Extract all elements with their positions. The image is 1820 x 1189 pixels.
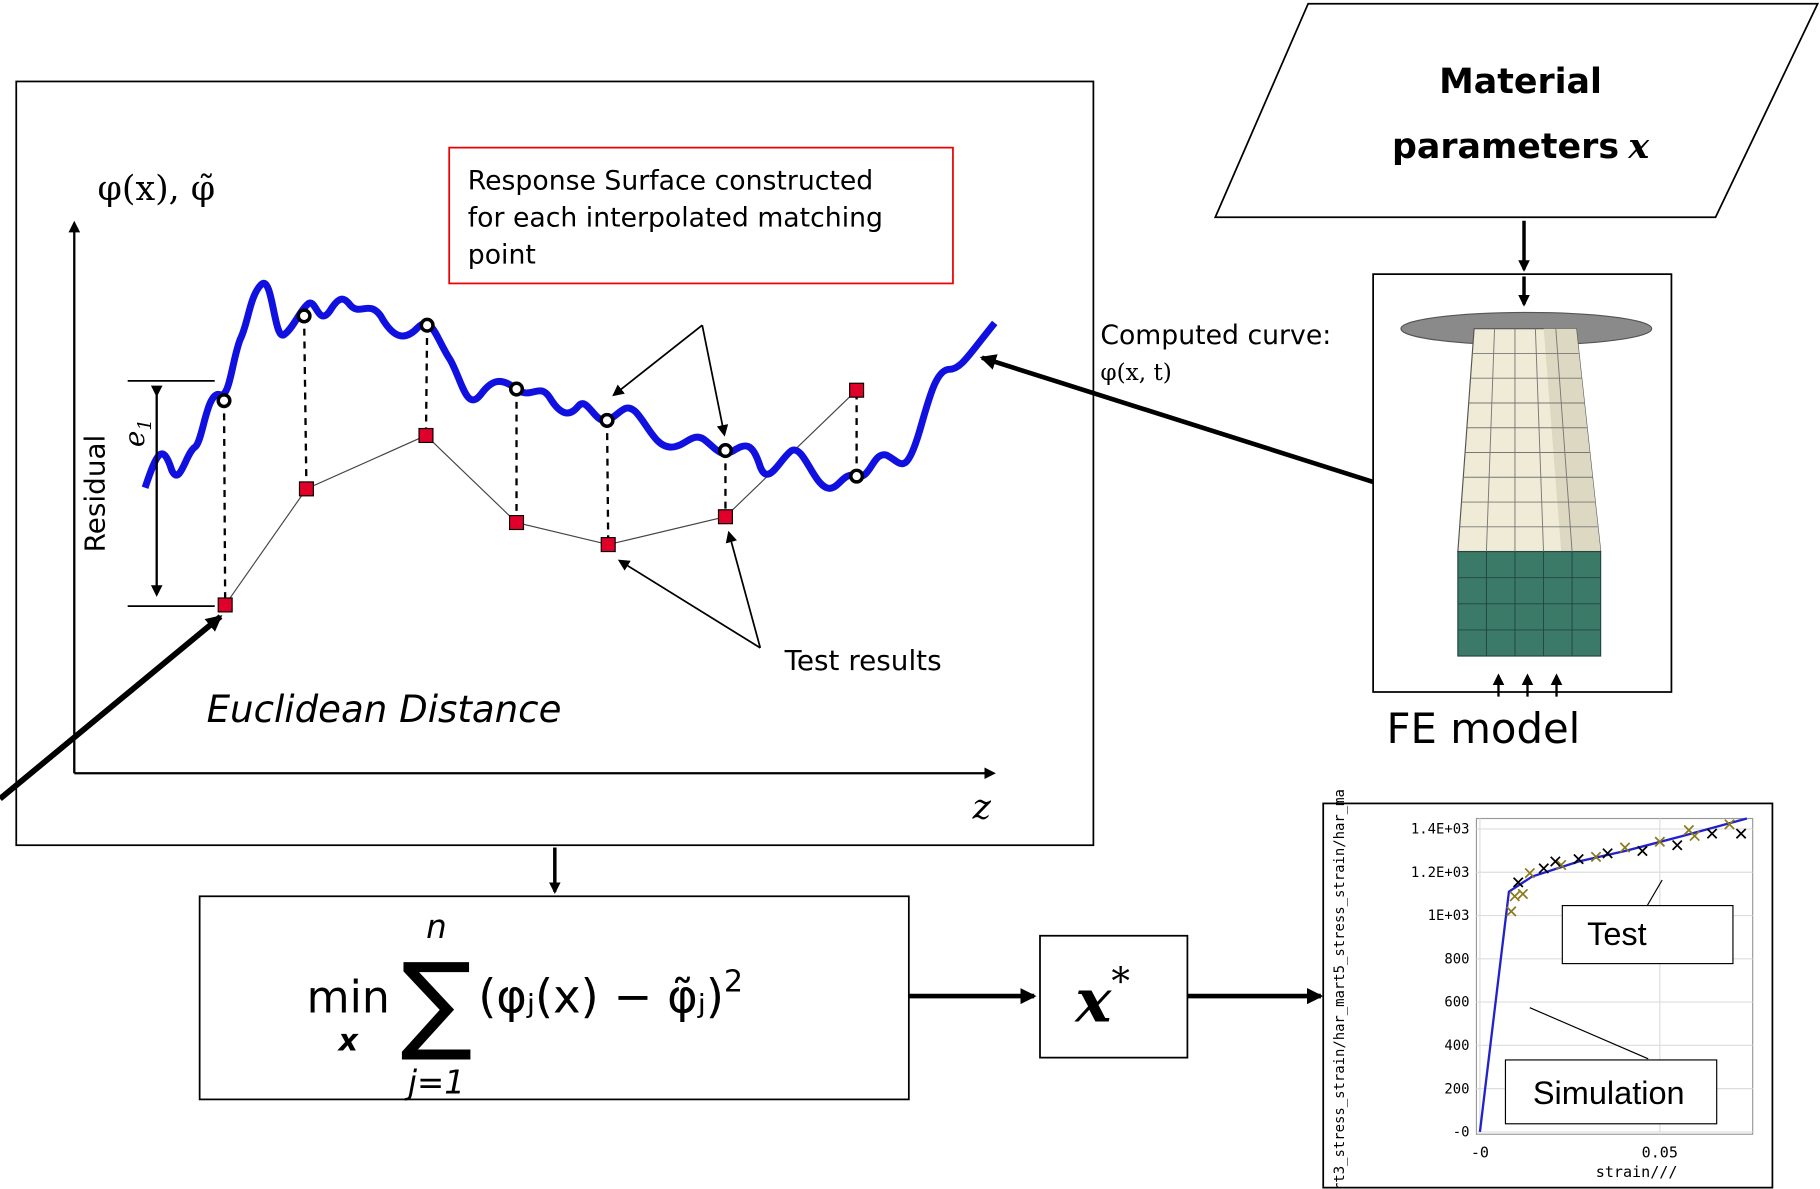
y-tick-label: 600 xyxy=(1444,995,1469,1011)
result-frame xyxy=(1323,803,1772,1187)
term-body: (φⱼ(x) − φ̃ⱼ) xyxy=(478,969,724,1023)
y-tick-label: 800 xyxy=(1444,951,1469,967)
optimum-superscript: * xyxy=(1111,960,1130,1003)
page: { "input": {"line1": "Material", "line2"… xyxy=(0,0,1820,1189)
y-axis-label: φ(x), φ̃ xyxy=(98,169,216,209)
note-line: for each interpolated matching xyxy=(468,203,883,234)
fe-label: FE model xyxy=(1387,704,1581,753)
note-line: point xyxy=(468,240,536,271)
computed-label: Computed curve: xyxy=(1100,320,1331,351)
input-shape xyxy=(1215,4,1817,218)
y-tick-label: 400 xyxy=(1444,1038,1469,1054)
x-tick-label: 0.05 xyxy=(1642,1143,1678,1161)
distance-label: Euclidean Distance xyxy=(207,688,562,731)
term: (φⱼ(x) − φ̃ⱼ)2 xyxy=(478,964,743,1023)
y-tick-label: 200 xyxy=(1444,1081,1469,1097)
test-label: Test xyxy=(1587,916,1647,952)
y-tick-label: 1E+03 xyxy=(1428,908,1470,924)
operator-sub: x xyxy=(336,1024,359,1059)
input-symbol: x xyxy=(1627,126,1650,167)
optimum-symbol: x xyxy=(1073,966,1112,1037)
y-tick-label: 1.4E+03 xyxy=(1411,822,1470,838)
input-label-text: parameters xyxy=(1392,127,1619,167)
x-axis-label: z xyxy=(972,788,992,828)
y-tick-label: -0 xyxy=(1453,1125,1470,1141)
result-y-label: mart3_stress_strain/har_mart5_stress_str… xyxy=(1332,789,1348,1189)
residual-symbol-sub: 1 xyxy=(135,419,156,431)
residual-label: Residual xyxy=(78,435,111,553)
diagram: φ(x), φ̃ Response Surface constructed fo… xyxy=(0,0,1820,1189)
sum-sign: ∑ xyxy=(400,941,472,1065)
sum-upper: n xyxy=(426,908,447,946)
input-label: Material xyxy=(1439,62,1602,102)
operator: min xyxy=(307,972,390,1023)
result-x-label: strain/// xyxy=(1596,1163,1678,1181)
test-results-label: Test results xyxy=(784,644,942,677)
note-line: Response Surface constructed xyxy=(468,165,873,196)
residual-symbol-base: e xyxy=(118,431,151,447)
x-tick-label: -0 xyxy=(1471,1143,1489,1161)
simulation-label: Simulation xyxy=(1533,1075,1685,1111)
y-tick-label: 1.2E+03 xyxy=(1411,865,1470,881)
term-power: 2 xyxy=(724,964,743,999)
computed-formula: φ(x, t) xyxy=(1100,359,1172,386)
sum-lower: j=1 xyxy=(404,1064,465,1102)
